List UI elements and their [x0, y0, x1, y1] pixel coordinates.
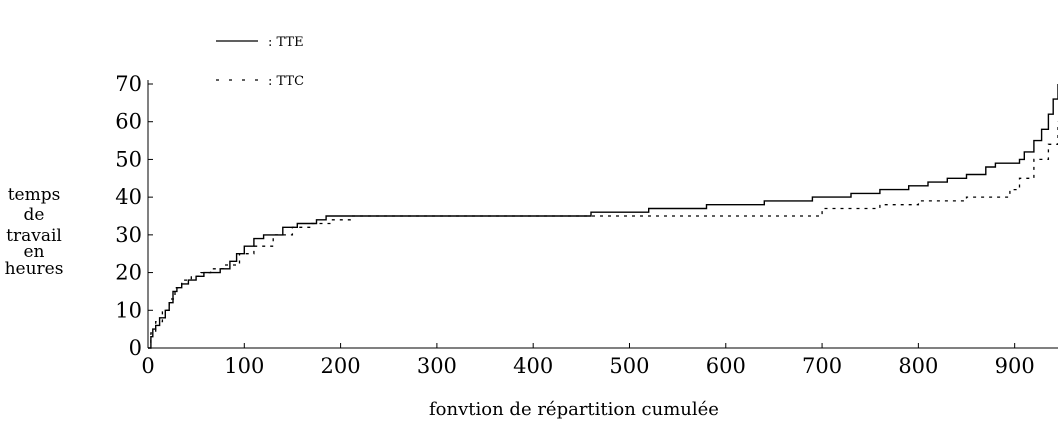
- x-tick-label: 300: [417, 354, 457, 378]
- x-tick-label: 900: [995, 354, 1035, 378]
- y-axis-label-line: temps: [8, 185, 61, 205]
- x-tick-label: 200: [321, 354, 361, 378]
- y-tick-label: 30: [115, 223, 142, 247]
- series-line-ttc: [148, 121, 1058, 349]
- y-tick-label: 60: [115, 110, 142, 134]
- y-tick-label: 50: [115, 147, 142, 171]
- y-axis-label-line: de: [24, 205, 45, 225]
- series-line-tte: [148, 84, 1058, 349]
- x-tick-label: 400: [513, 354, 553, 378]
- y-tick-label: 20: [115, 261, 142, 285]
- axes: 0 100 200 300 400 500 600 700 800 900 0 10 20 30 40 50 6…: [115, 72, 1058, 378]
- y-axis-label-line: en: [23, 242, 44, 262]
- y-axis-label-line: heures: [5, 259, 64, 279]
- x-axis-label: fonvtion de répartition cumulée: [429, 399, 719, 420]
- legend-label-ttc: : TTC: [268, 74, 304, 89]
- plot-area: [148, 84, 1058, 349]
- x-tick-label: 500: [609, 354, 649, 378]
- x-tick-label: 600: [706, 354, 746, 378]
- y-tick-label: 10: [115, 298, 142, 322]
- y-tick-label: 70: [115, 72, 142, 96]
- x-tick-label: 700: [802, 354, 842, 378]
- legend: : TTE : TTC: [216, 35, 304, 89]
- x-tick-label: 0: [141, 354, 154, 378]
- y-tick-label: 0: [129, 336, 142, 360]
- y-tick-label: 40: [115, 185, 142, 209]
- axis-labels: fonvtion de répartition cumulée tempsdet…: [5, 185, 719, 420]
- y-axis-label-line: travail: [6, 226, 62, 246]
- x-tick-label: 100: [224, 354, 264, 378]
- legend-label-tte: : TTE: [268, 35, 304, 50]
- x-tick-label: 800: [898, 354, 938, 378]
